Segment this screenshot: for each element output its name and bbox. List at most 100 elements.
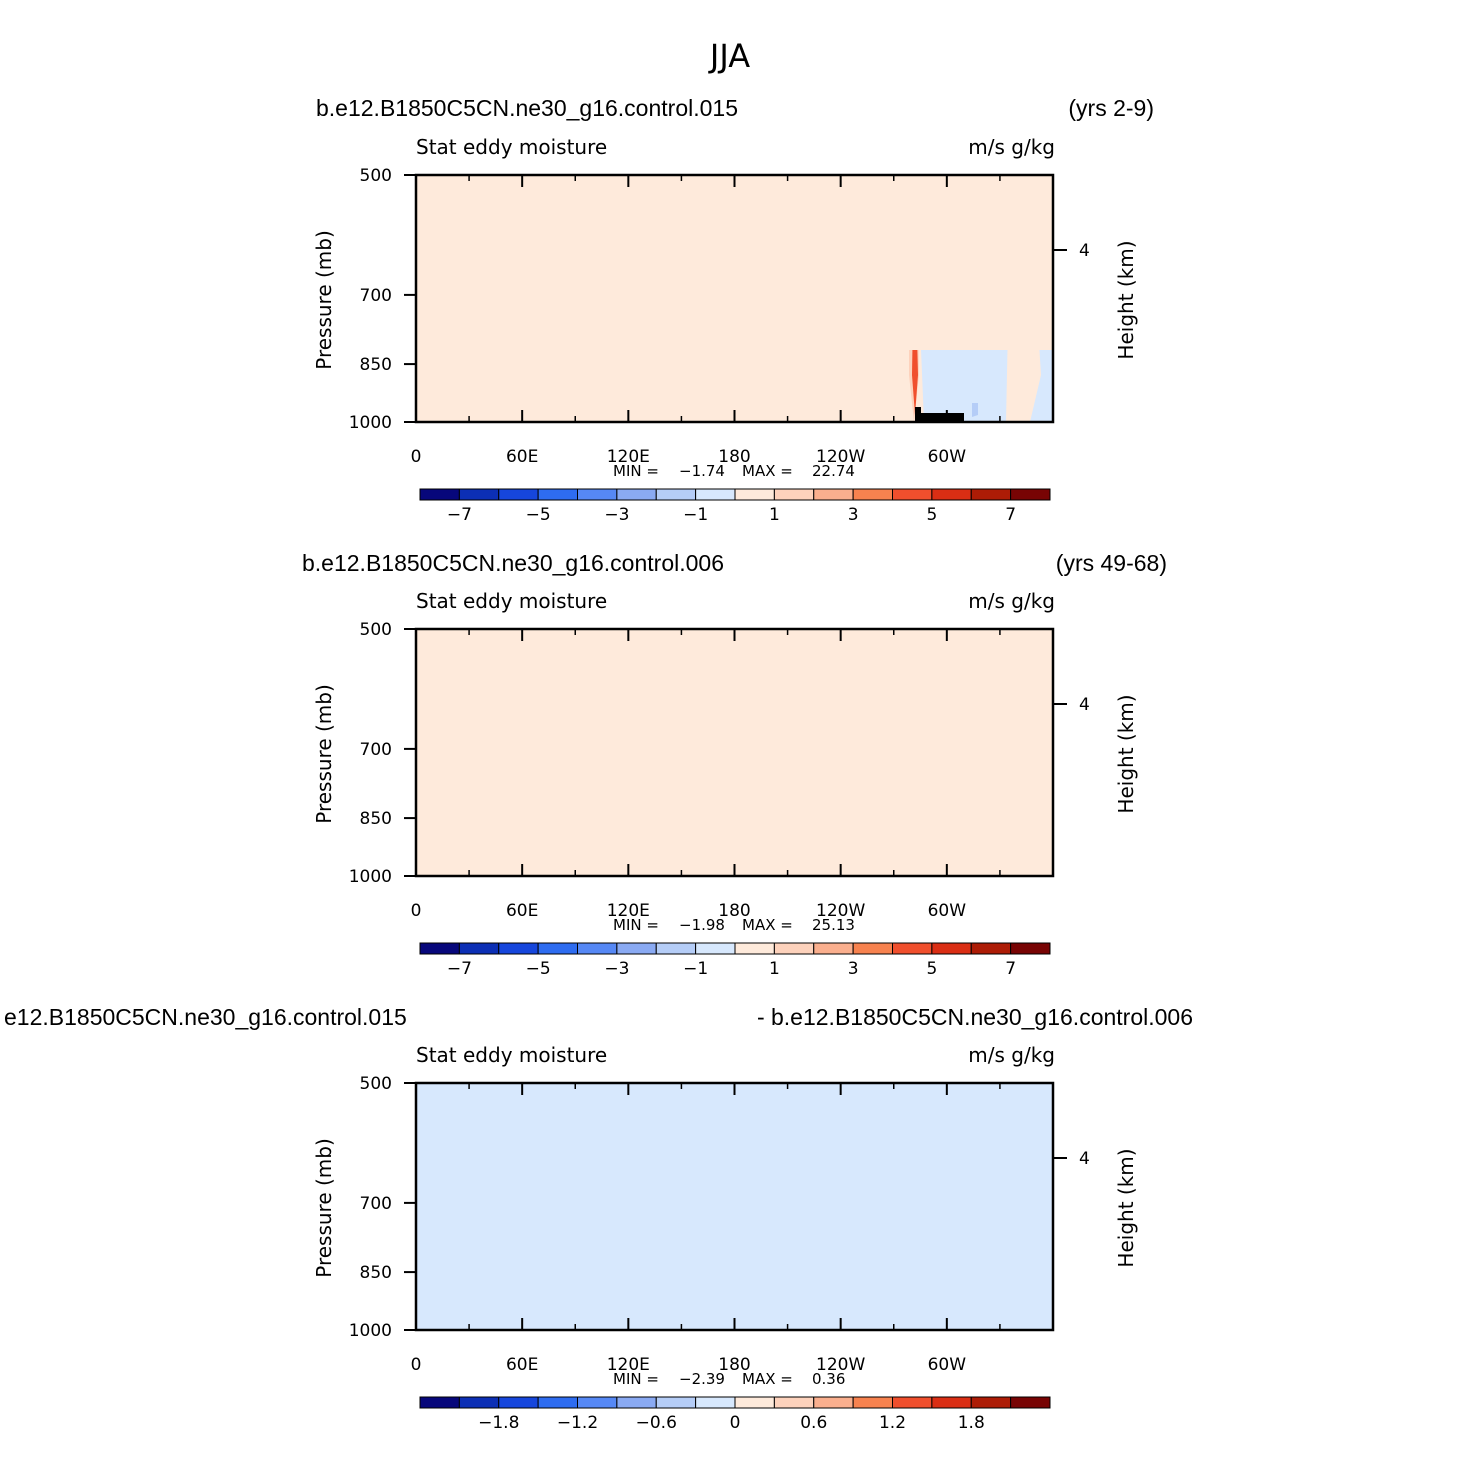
colorbar-label: 0.6 xyxy=(800,1413,827,1433)
colorbar-swatch xyxy=(734,488,775,501)
y-axis-title: Pressure (mb) xyxy=(312,684,336,824)
colorbar-swatch xyxy=(852,488,893,501)
colorbar-swatch xyxy=(498,1396,539,1409)
max-value: 25.13 xyxy=(812,916,855,934)
colorbar-swatch xyxy=(970,488,1012,501)
colorbar-swatch xyxy=(616,942,657,955)
colorbar-swatch xyxy=(813,488,854,501)
case-left-label: e12.B1850C5CN.ne30_g16.control.015 xyxy=(4,1004,407,1030)
case-right-label: (yrs 2-9) xyxy=(1068,95,1154,121)
case-right-label: - b.e12.B1850C5CN.ne30_g16.control.006 xyxy=(757,1004,1193,1030)
colorbar-label: 5 xyxy=(926,959,937,979)
y-tick-label: 700 xyxy=(360,286,392,306)
y-tick-label: 850 xyxy=(360,355,392,375)
colorbar-label: 7 xyxy=(1005,959,1016,979)
colorbar-label: 3 xyxy=(848,959,859,979)
chart-panel-2: b.e12.B1850C5CN.ne30_g16.control.006 (yrs… xyxy=(302,550,1167,979)
contour-region xyxy=(872,350,904,422)
y-tick-label: 1000 xyxy=(349,867,392,887)
colorbar-label: 1.2 xyxy=(879,1413,906,1433)
x-tick-label: 60W xyxy=(928,1355,967,1375)
chart-panel-1: b.e12.B1850C5CN.ne30_g16.control.015 (yrs… xyxy=(312,95,1154,525)
case-left-label: b.e12.B1850C5CN.ne30_g16.control.015 xyxy=(316,95,738,121)
colorbar-swatch xyxy=(773,488,815,501)
x-tick-label: 180 xyxy=(718,1355,750,1375)
colorbar-swatch xyxy=(419,942,460,955)
colorbar-swatch xyxy=(1010,942,1051,955)
colorbar-label: 0 xyxy=(730,1413,741,1433)
colorbar-label: 7 xyxy=(1005,505,1016,525)
y-right-tick-label: 4 xyxy=(1079,241,1090,261)
figure-title: JJA xyxy=(708,37,750,75)
colorbar-label: −7 xyxy=(447,959,472,979)
colorbar-swatch xyxy=(813,942,854,955)
y-axis-title: Pressure (mb) xyxy=(312,230,336,370)
colorbar-label: 5 xyxy=(926,505,937,525)
x-tick-label: 60E xyxy=(506,447,538,467)
min-value: −1.98 xyxy=(679,916,725,934)
case-left-label: b.e12.B1850C5CN.ne30_g16.control.006 xyxy=(302,550,724,576)
topography-mask xyxy=(915,407,964,422)
colorbar-swatch xyxy=(537,488,578,501)
colorbar-swatch xyxy=(970,1396,1012,1409)
case-right-label: (yrs 49-68) xyxy=(1056,550,1167,576)
colorbar-swatch xyxy=(892,942,933,955)
chart-panel-3: e12.B1850C5CN.ne30_g16.control.015 - b.e1… xyxy=(4,1004,1193,1433)
min-label: MIN = xyxy=(613,916,659,934)
colorbar-swatch xyxy=(892,488,933,501)
colorbar-swatch xyxy=(616,1396,657,1409)
contour-region xyxy=(912,350,918,415)
colorbar-swatch xyxy=(577,942,618,955)
x-tick-label: 180 xyxy=(718,447,750,467)
colorbar-label: −1.2 xyxy=(557,1413,598,1433)
max-value: 22.74 xyxy=(812,462,855,480)
y-tick-label: 850 xyxy=(360,809,392,829)
colorbar-swatch xyxy=(931,1396,972,1409)
colorbar-swatch xyxy=(1010,488,1051,501)
y-right-tick-label: 4 xyxy=(1079,695,1090,715)
left-string: Stat eddy moisture xyxy=(416,135,607,159)
max-label: MAX = xyxy=(742,1370,793,1388)
max-value: 0.36 xyxy=(812,1370,845,1388)
y-axis-right-title: Height (km) xyxy=(1114,694,1138,813)
plot-background xyxy=(416,1083,1053,1330)
colorbar-label: −7 xyxy=(447,505,472,525)
x-tick-label: 120E xyxy=(607,447,650,467)
colorbar-swatch xyxy=(458,488,500,501)
colorbar-swatch xyxy=(773,942,815,955)
x-tick-label: 60E xyxy=(506,901,538,921)
colorbar-swatch xyxy=(852,1396,893,1409)
x-tick-label: 120W xyxy=(816,901,865,921)
x-tick-label: 60W xyxy=(928,901,967,921)
colorbar-label: −1 xyxy=(683,959,708,979)
colorbar: −7 −5 −3 −1 1 3 5 7 xyxy=(419,488,1051,525)
colorbar-label: 1 xyxy=(769,505,780,525)
colorbar-swatch xyxy=(695,942,736,955)
min-value: −2.39 xyxy=(679,1370,725,1388)
colorbar-swatch xyxy=(734,1396,775,1409)
colorbar-swatch xyxy=(577,488,618,501)
colorbar-swatch xyxy=(813,1396,854,1409)
max-label: MAX = xyxy=(742,916,793,934)
x-tick-label: 120W xyxy=(816,1355,865,1375)
colorbar-swatch xyxy=(537,1396,578,1409)
colorbar-swatch xyxy=(695,488,736,501)
y-tick-label: 700 xyxy=(360,1194,392,1214)
colorbar-label: −1 xyxy=(683,505,708,525)
right-string: m/s g/kg xyxy=(968,589,1055,613)
colorbar-swatch xyxy=(931,488,972,501)
y-tick-label: 700 xyxy=(360,740,392,760)
contour-fills xyxy=(872,350,1053,422)
contour-region xyxy=(972,403,978,417)
y-tick-label: 1000 xyxy=(349,1321,392,1341)
x-tick-label: 120E xyxy=(607,901,650,921)
max-label: MAX = xyxy=(742,462,793,480)
colorbar-swatch xyxy=(537,942,578,955)
y-right-tick-label: 4 xyxy=(1079,1149,1090,1169)
x-tick-label: 120W xyxy=(816,447,865,467)
colorbar-swatch xyxy=(577,1396,618,1409)
right-string: m/s g/kg xyxy=(968,1043,1055,1067)
colorbar-label: −5 xyxy=(526,505,551,525)
colorbar-label: −0.6 xyxy=(636,1413,677,1433)
